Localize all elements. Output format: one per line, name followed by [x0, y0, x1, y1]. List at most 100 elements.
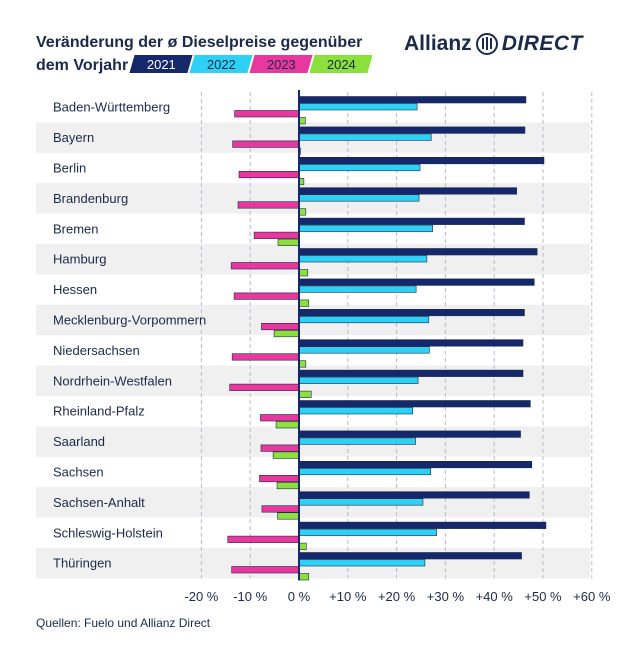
- bar-2023: [232, 140, 300, 148]
- category-label: Rheinland-Pfalz: [53, 404, 145, 419]
- bar-2022: [298, 164, 421, 172]
- bar-2023: [233, 292, 300, 300]
- x-tick-label: +10 %: [329, 589, 367, 604]
- legend-item-2024: 2024: [309, 55, 373, 73]
- bar-2024: [275, 421, 300, 429]
- bar-2024: [277, 238, 300, 246]
- bar-2021: [298, 430, 521, 438]
- bar-2022: [298, 467, 432, 476]
- bar-2022: [298, 376, 419, 384]
- bar-2021: [298, 217, 525, 225]
- category-label: Mecklenburg-Vorpommern: [53, 313, 206, 328]
- bar-2021: [298, 187, 517, 195]
- row-stripe: [36, 304, 590, 336]
- source-note: Quellen: Fuelo und Allianz Direct: [36, 616, 211, 630]
- brand-logo: Allianz DIRECT: [404, 32, 583, 56]
- category-label: Brandenburg: [53, 191, 128, 206]
- category-label: Saarland: [53, 434, 105, 449]
- category-label: Bremen: [53, 221, 99, 236]
- legend-label-2022: 2022: [206, 56, 236, 72]
- category-label: Bayern: [53, 130, 94, 145]
- bar-2023: [237, 201, 300, 209]
- bar-2022: [298, 315, 430, 324]
- x-tick-label: +40 %: [476, 589, 514, 604]
- bar-2021: [298, 521, 547, 529]
- legend: 2021 2022 2023 2024: [129, 55, 373, 73]
- bar-2022: [298, 437, 416, 445]
- brand-direct: DIRECT: [501, 32, 583, 55]
- x-tick-label: 0 %: [288, 589, 311, 604]
- category-label: Nordrhein-Westfalen: [53, 373, 172, 388]
- x-tick-label: +20 %: [378, 589, 416, 604]
- bar-2023: [261, 322, 300, 331]
- category-label: Hamburg: [53, 252, 106, 267]
- category-label: Schleswig-Holstein: [53, 525, 163, 540]
- chart-title-line2: dem Vorjahr: [36, 57, 129, 74]
- bar-2024: [273, 329, 300, 338]
- bar-2021: [298, 278, 535, 286]
- legend-label-2023: 2023: [266, 56, 296, 72]
- category-label: Baden-Württemberg: [53, 100, 170, 115]
- category-label: Thüringen: [53, 556, 112, 571]
- bar-2021: [298, 400, 531, 408]
- row-stripe: [36, 244, 590, 275]
- chart-title-line1: Veränderung der ø Dieselpreise gegenüber: [36, 34, 363, 51]
- bar-2024: [298, 542, 307, 550]
- bar-2021: [298, 491, 530, 499]
- bar-2023: [261, 505, 300, 513]
- legend-item-2022: 2022: [189, 55, 253, 73]
- legend-item-2021: 2021: [129, 55, 193, 73]
- bar-2024: [272, 451, 300, 459]
- bar-2024: [276, 481, 300, 490]
- legend-label-2021: 2021: [146, 56, 176, 72]
- category-label: Sachsen: [53, 465, 104, 480]
- bar-2024: [277, 512, 300, 520]
- bar-2022: [298, 255, 428, 263]
- bar-2023: [259, 474, 300, 483]
- bar-2021: [298, 308, 525, 317]
- bar-2023: [230, 262, 300, 270]
- bar-2023: [231, 353, 300, 361]
- bar-2024: [298, 390, 312, 398]
- bar-2024: [298, 117, 306, 125]
- x-tick-label: -20 %: [184, 589, 218, 604]
- chart-title: Veränderung der ø Dieselpreise gegenüber…: [36, 32, 363, 74]
- bar-2024: [298, 178, 305, 186]
- bar-2021: [298, 126, 526, 134]
- bar-2022: [298, 224, 434, 232]
- bar-2022: [298, 133, 432, 141]
- bar-2021: [298, 460, 533, 469]
- bar-2023: [253, 231, 300, 239]
- bar-2023: [260, 414, 300, 422]
- bar-2024: [298, 573, 310, 581]
- bar-2022: [298, 559, 426, 567]
- bar-2024: [298, 360, 307, 368]
- bar-2021: [298, 339, 524, 347]
- row-stripe: [36, 487, 590, 518]
- bar-2021: [298, 96, 527, 104]
- allianz-eagle-icon: [475, 33, 498, 55]
- bar-2022: [298, 528, 437, 536]
- bar-2021: [298, 369, 524, 377]
- bar-2023: [229, 383, 300, 391]
- category-label: Sachsen-Anhalt: [53, 495, 145, 510]
- x-tick-label: +50 %: [524, 589, 562, 604]
- bar-2021: [298, 552, 522, 560]
- legend-item-2023: 2023: [249, 55, 313, 73]
- legend-label-2024: 2024: [326, 56, 356, 72]
- bar-2023: [231, 566, 300, 574]
- category-label: Niedersachsen: [53, 343, 140, 358]
- bar-2022: [298, 103, 418, 111]
- x-tick-label: +60 %: [573, 589, 611, 604]
- bar-2024: [298, 208, 307, 216]
- bar-2022: [298, 407, 414, 415]
- row-stripe: [36, 122, 590, 153]
- row-stripe: [36, 426, 590, 457]
- row-stripe: [36, 183, 590, 214]
- row-stripe: [36, 365, 590, 396]
- x-tick-label: +30 %: [427, 589, 465, 604]
- bar-2021: [298, 248, 538, 256]
- bar-2024: [298, 147, 301, 155]
- bar-2022: [298, 285, 417, 293]
